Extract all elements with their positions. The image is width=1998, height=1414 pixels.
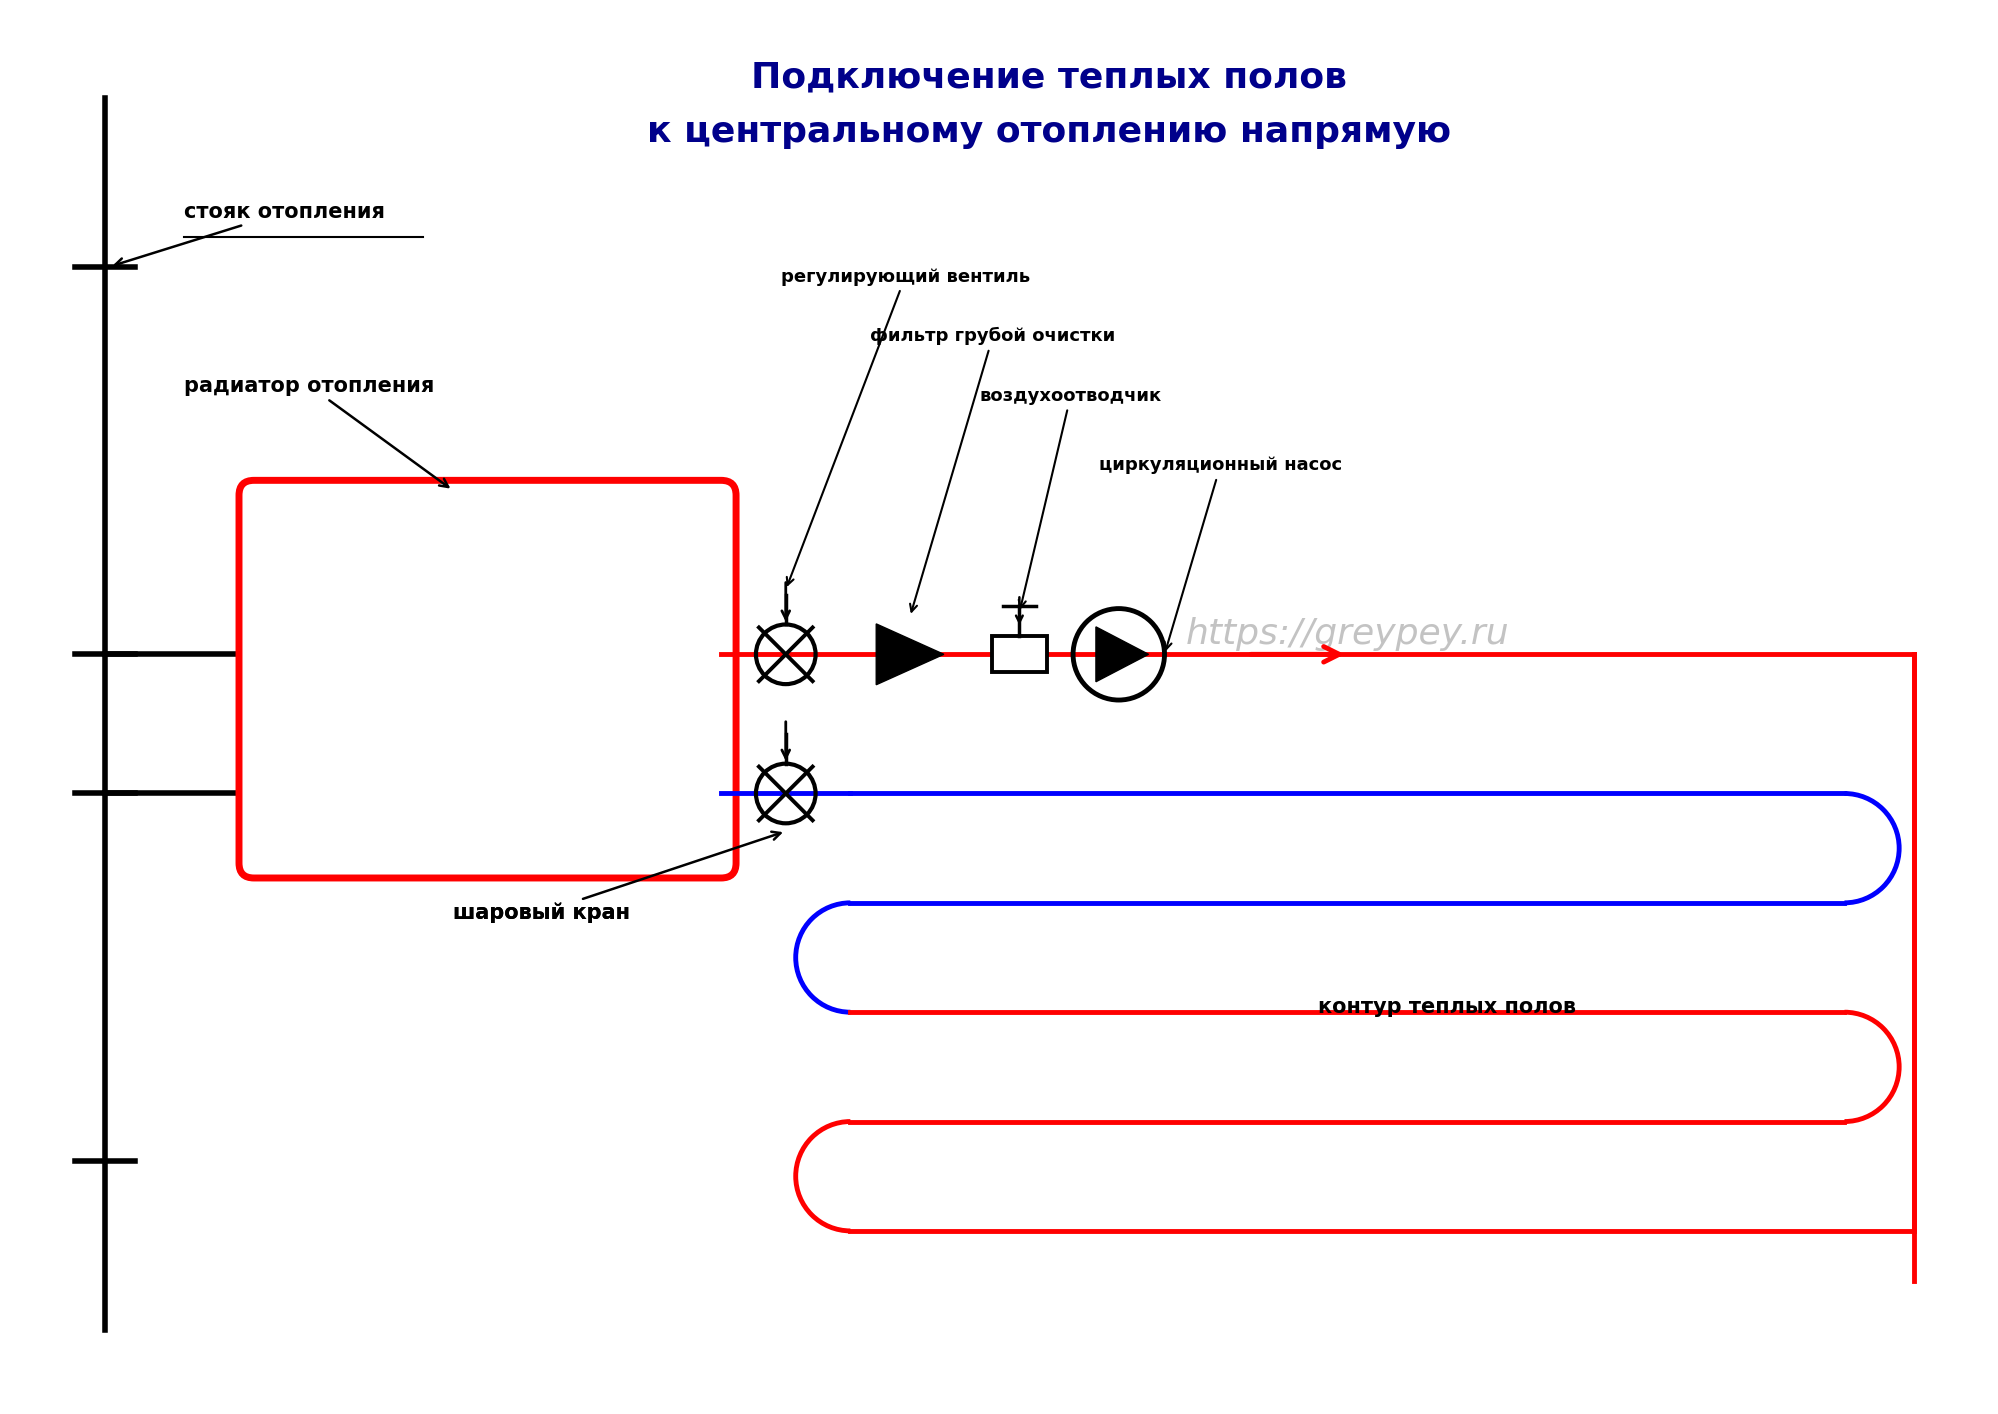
FancyBboxPatch shape bbox=[240, 481, 735, 878]
Text: радиатор отопления: радиатор отопления bbox=[184, 376, 448, 486]
Text: https://greypey.ru: https://greypey.ru bbox=[1185, 618, 1508, 652]
Text: к центральному отоплению напрямую: к центральному отоплению напрямую bbox=[647, 116, 1451, 150]
Text: контур теплых полов: контур теплых полов bbox=[1317, 997, 1574, 1017]
Text: Подключение теплых полов: Подключение теплых полов bbox=[751, 61, 1347, 95]
Text: шаровый кран: шаровый кран bbox=[452, 831, 779, 923]
Text: воздухоотводчик: воздухоотводчик bbox=[979, 387, 1161, 608]
Text: циркуляционный насос: циркуляционный насос bbox=[1099, 457, 1341, 649]
Bar bbox=[991, 636, 1047, 673]
Polygon shape bbox=[1095, 626, 1149, 682]
Text: стояк отопления: стояк отопления bbox=[116, 202, 386, 266]
Text: шаровый кран: шаровый кран bbox=[452, 902, 629, 923]
Text: фильтр грубой очистки: фильтр грубой очистки bbox=[869, 327, 1115, 612]
Polygon shape bbox=[875, 624, 943, 684]
Text: регулирующий вентиль: регулирующий вентиль bbox=[781, 267, 1029, 585]
